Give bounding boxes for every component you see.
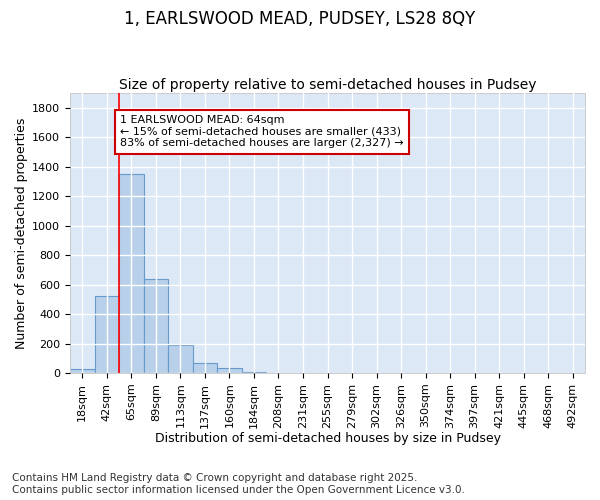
Bar [242,372,266,373]
Bar [95,296,119,373]
Bar [119,174,143,373]
X-axis label: Distribution of semi-detached houses by size in Pudsey: Distribution of semi-detached houses by … [155,432,500,445]
Title: Size of property relative to semi-detached houses in Pudsey: Size of property relative to semi-detach… [119,78,536,92]
Bar [168,345,193,373]
Bar [143,278,168,373]
Text: Contains HM Land Registry data © Crown copyright and database right 2025.
Contai: Contains HM Land Registry data © Crown c… [12,474,465,495]
Bar [217,368,242,373]
Bar [70,368,95,373]
Text: 1 EARLSWOOD MEAD: 64sqm
← 15% of semi-detached houses are smaller (433)
83% of s: 1 EARLSWOOD MEAD: 64sqm ← 15% of semi-de… [120,116,404,148]
Y-axis label: Number of semi-detached properties: Number of semi-detached properties [15,118,28,349]
Text: 1, EARLSWOOD MEAD, PUDSEY, LS28 8QY: 1, EARLSWOOD MEAD, PUDSEY, LS28 8QY [124,10,476,28]
Bar [193,362,217,373]
